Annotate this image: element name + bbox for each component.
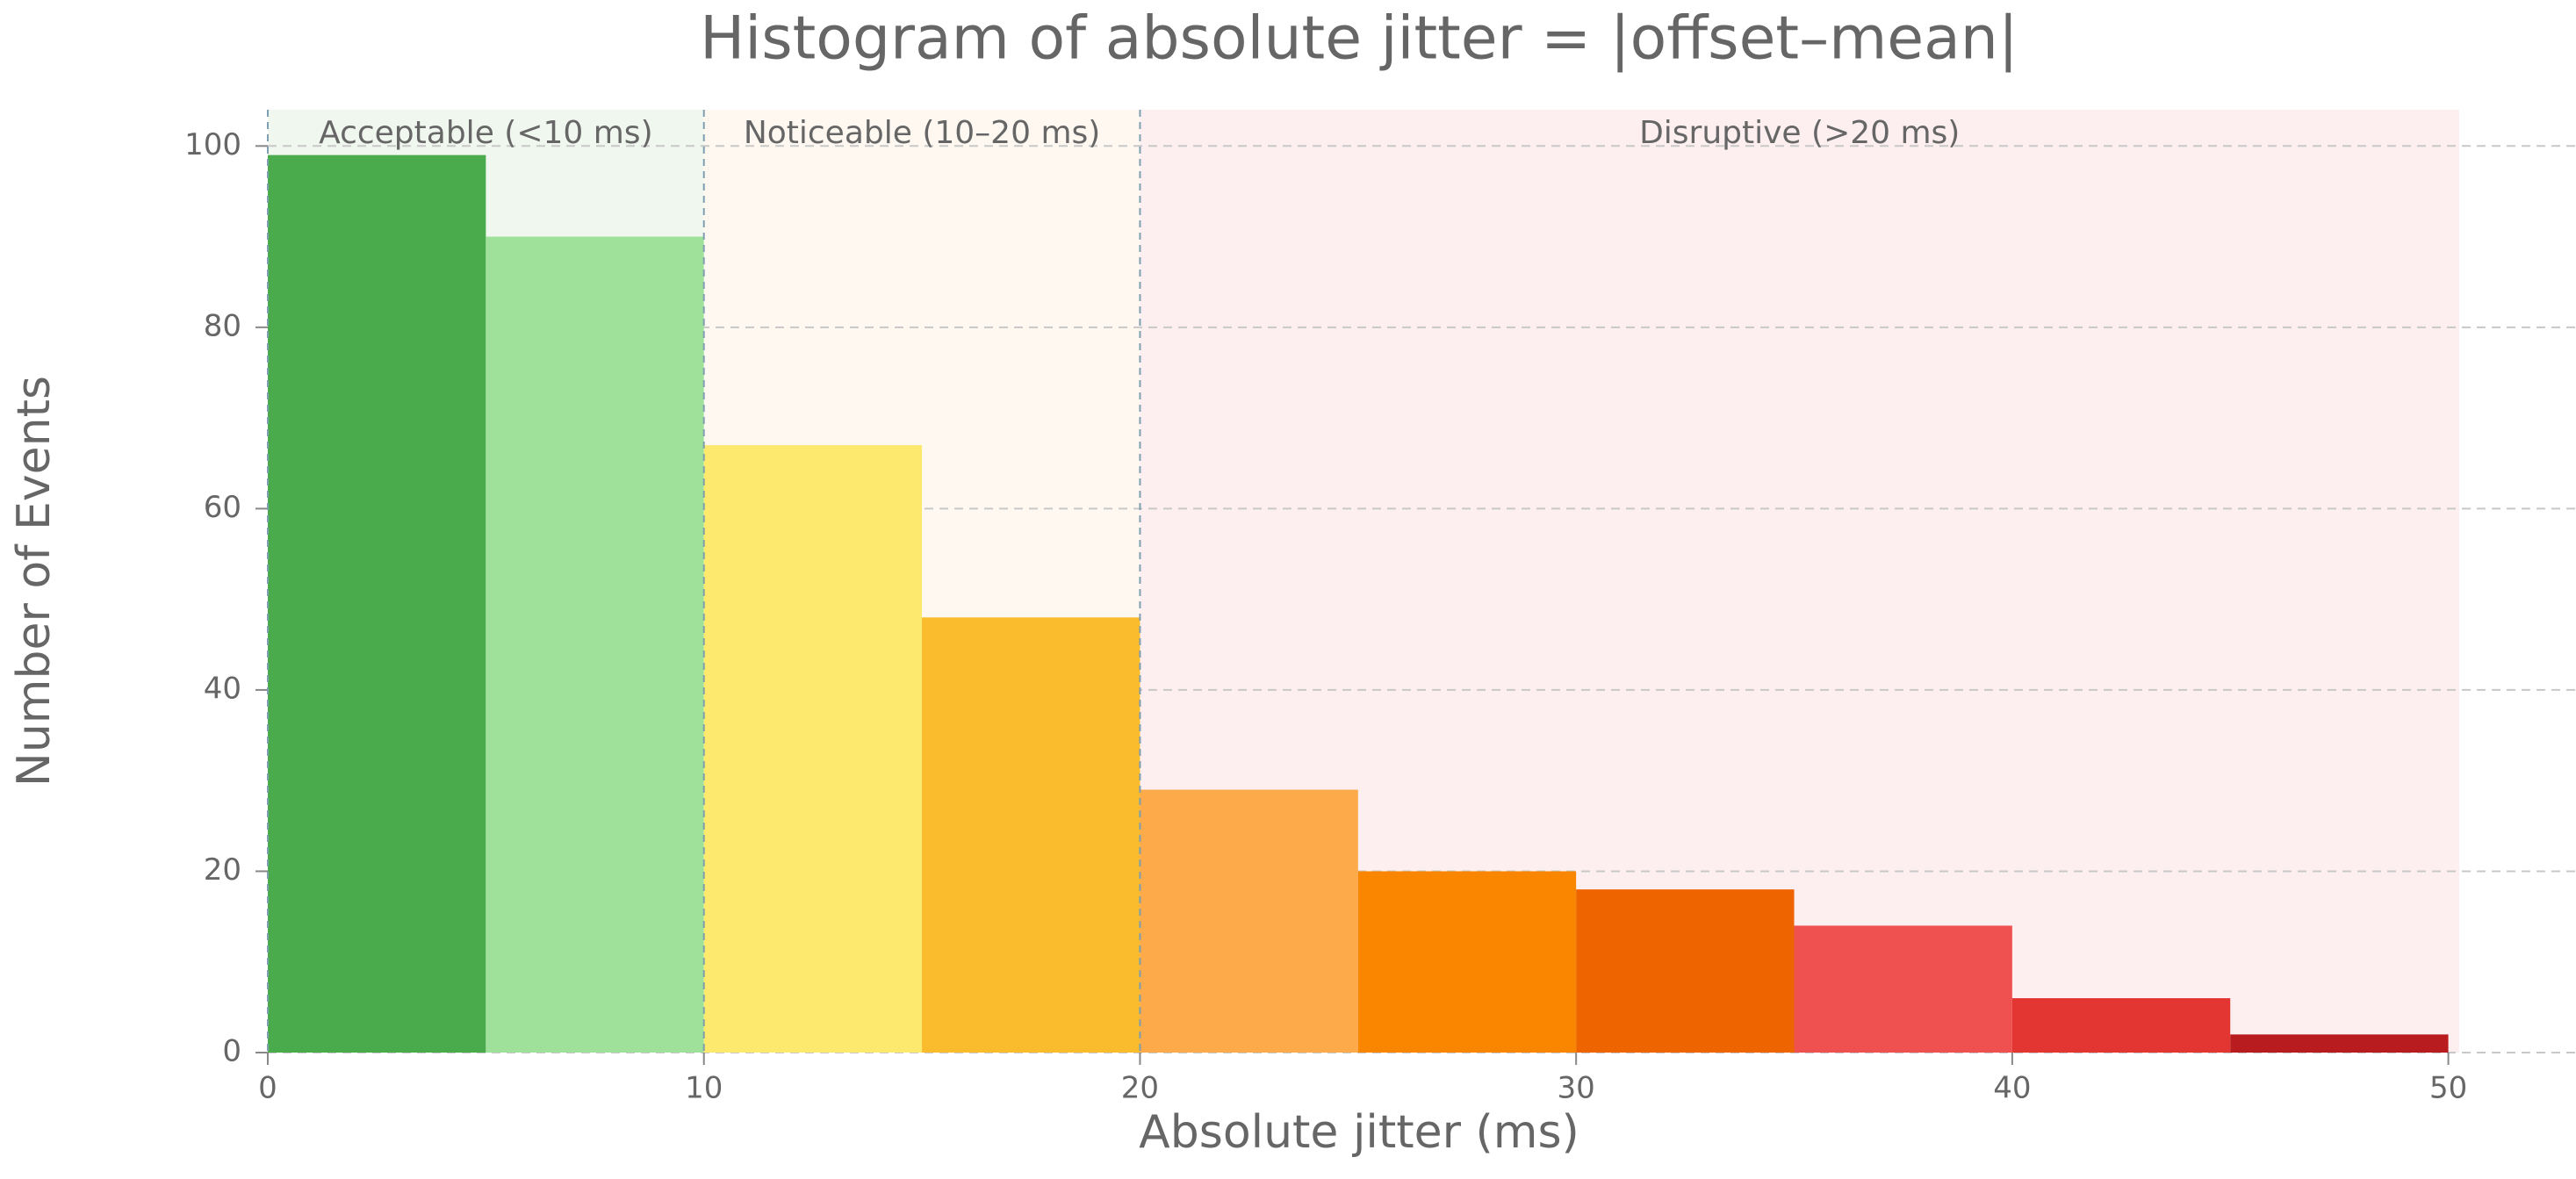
y-axis-label: Number of Events xyxy=(8,376,61,787)
x-axis-label: Absolute jitter (ms) xyxy=(1139,1106,1579,1159)
bar xyxy=(2011,998,2231,1053)
region-label: Noticeable (10–20 ms) xyxy=(744,115,1101,151)
bar xyxy=(2230,1034,2449,1053)
y-tick-label: 20 xyxy=(204,852,241,888)
y-tick-label: 80 xyxy=(204,308,241,343)
bar xyxy=(1794,925,2012,1053)
y-tick-label: 40 xyxy=(204,671,241,706)
bar xyxy=(1576,889,1795,1053)
bar xyxy=(1140,789,1358,1053)
x-tick-label: 10 xyxy=(685,1071,723,1106)
bar xyxy=(268,155,486,1053)
x-tick-label: 30 xyxy=(1558,1071,1595,1106)
x-tick-label: 40 xyxy=(1993,1071,2031,1106)
region-label: Disruptive (>20 ms) xyxy=(1639,115,1960,151)
y-tick-label: 0 xyxy=(222,1034,241,1069)
x-tick-label: 0 xyxy=(258,1071,277,1106)
chart-title: Histogram of absolute jitter = |offset–m… xyxy=(700,4,2018,74)
x-tick-label: 50 xyxy=(2429,1071,2467,1106)
y-tick-label: 100 xyxy=(184,127,241,162)
bar xyxy=(922,617,1140,1053)
region-label: Acceptable (<10 ms) xyxy=(319,115,653,151)
y-tick-label: 60 xyxy=(204,490,241,525)
bar xyxy=(703,445,923,1053)
bar xyxy=(486,236,704,1053)
x-tick-label: 20 xyxy=(1121,1071,1159,1106)
bar xyxy=(1357,871,1577,1053)
